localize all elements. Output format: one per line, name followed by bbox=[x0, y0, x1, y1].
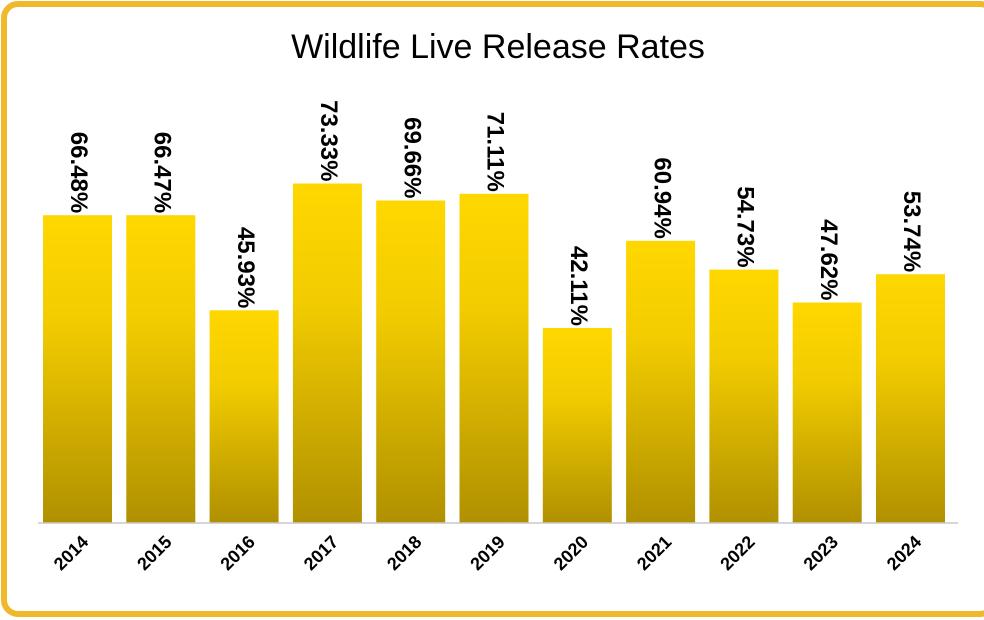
data-label-2020: 42.11% bbox=[565, 246, 592, 326]
data-label-2017: 73.33% bbox=[315, 100, 342, 181]
data-label-2023: 47.62% bbox=[815, 219, 842, 300]
chart-title: Wildlife Live Release Rates bbox=[291, 28, 705, 66]
bars-group bbox=[43, 183, 945, 524]
data-label-2018: 69.66% bbox=[398, 117, 425, 198]
data-label-2016: 45.93% bbox=[232, 227, 259, 308]
data-label-2022: 54.73% bbox=[732, 186, 759, 267]
data-label-2019: 71.11% bbox=[482, 112, 509, 192]
bar-2018 bbox=[376, 200, 446, 523]
bar-2024 bbox=[876, 274, 945, 523]
bar-2019 bbox=[459, 193, 529, 524]
bar-2022 bbox=[709, 269, 779, 523]
bar-2021 bbox=[626, 240, 696, 524]
bar-2016 bbox=[209, 310, 279, 523]
value-labels-group: 66.48% 66.47% 45.93% 73.33% 69.66% 71.11% 42.1… bbox=[65, 100, 925, 326]
data-label-2024: 53.74% bbox=[898, 191, 925, 272]
bar-2017 bbox=[292, 183, 362, 523]
bar-2014 bbox=[43, 215, 112, 523]
data-label-2015: 66.47% bbox=[148, 132, 175, 213]
data-label-2021: 60.94% bbox=[648, 157, 675, 238]
bar-2023 bbox=[792, 302, 862, 523]
data-label-2014: 66.48% bbox=[65, 132, 92, 213]
bar-2020 bbox=[542, 328, 612, 523]
bar-2015 bbox=[126, 215, 196, 523]
